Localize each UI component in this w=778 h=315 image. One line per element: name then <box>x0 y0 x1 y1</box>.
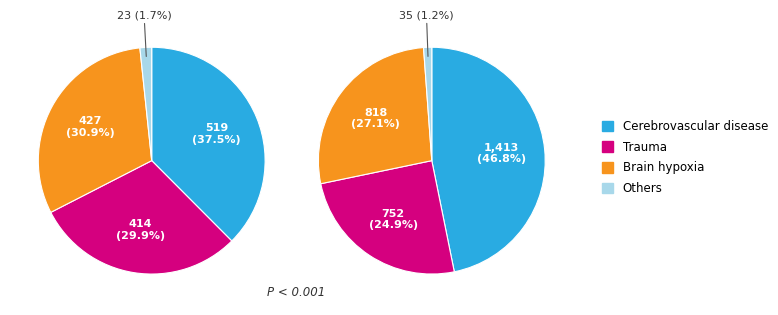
Text: 414
(29.9%): 414 (29.9%) <box>116 219 165 241</box>
Text: 752
(24.9%): 752 (24.9%) <box>369 209 418 230</box>
Wedge shape <box>432 47 545 272</box>
Text: 23 (1.7%): 23 (1.7%) <box>117 11 171 56</box>
Text: 427
(30.9%): 427 (30.9%) <box>65 116 114 138</box>
Text: 818
(27.1%): 818 (27.1%) <box>351 107 400 129</box>
Wedge shape <box>321 161 454 274</box>
Text: 1,413
(46.8%): 1,413 (46.8%) <box>477 143 526 164</box>
Wedge shape <box>152 47 265 241</box>
Wedge shape <box>38 48 152 212</box>
Legend: Cerebrovascular disease, Trauma, Brain hypoxia, Others: Cerebrovascular disease, Trauma, Brain h… <box>601 120 768 195</box>
Wedge shape <box>140 47 152 161</box>
Wedge shape <box>423 47 432 161</box>
Text: 35 (1.2%): 35 (1.2%) <box>399 11 454 56</box>
Wedge shape <box>318 48 432 184</box>
Text: P < 0.001: P < 0.001 <box>267 286 324 300</box>
Wedge shape <box>51 161 232 274</box>
Text: 519
(37.5%): 519 (37.5%) <box>192 123 241 145</box>
